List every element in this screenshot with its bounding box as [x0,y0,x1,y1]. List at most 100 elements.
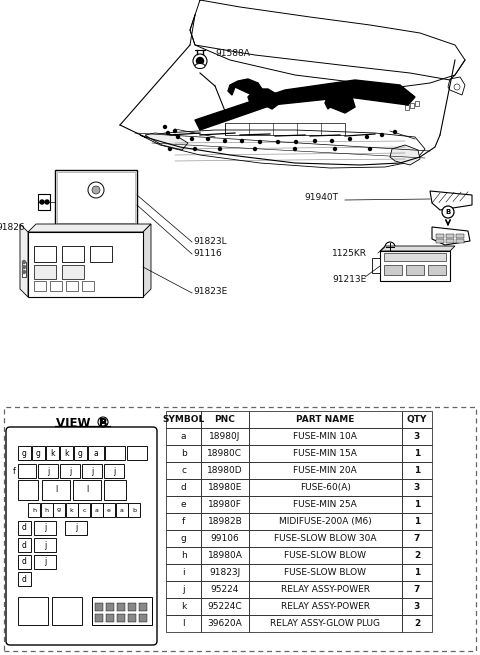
Bar [201,598,249,615]
Bar [201,513,249,530]
Bar [405,105,409,110]
Bar [65,503,77,517]
Bar [428,265,446,275]
Bar [249,428,402,445]
Bar [249,479,402,496]
Circle shape [177,136,180,138]
Text: k: k [50,449,55,457]
Text: 18980F: 18980F [208,500,242,509]
Text: RELAY ASSY-GLOW PLUG: RELAY ASSY-GLOW PLUG [270,619,380,628]
Text: 2: 2 [414,619,420,628]
Text: e: e [107,508,111,512]
Bar [18,538,31,552]
Bar [201,530,249,547]
Bar [103,503,115,517]
Circle shape [23,271,25,274]
Text: 39620A: 39620A [207,619,242,628]
Text: PNC: PNC [215,415,235,424]
Bar [78,503,90,517]
Bar [34,521,56,535]
Text: g: g [78,449,83,457]
Bar [166,445,201,462]
Bar [28,232,143,297]
Text: QTY: QTY [407,415,427,424]
Bar [384,253,446,261]
Text: PART NAME: PART NAME [296,415,354,424]
Bar [90,246,112,262]
Text: 95224: 95224 [211,585,239,594]
Text: 1: 1 [414,449,420,458]
Text: j: j [113,466,115,476]
Bar [106,614,114,622]
Polygon shape [248,89,280,109]
Text: f: f [182,517,185,526]
Bar [18,521,31,535]
Circle shape [293,147,297,151]
Text: 91213E: 91213E [333,274,367,284]
Text: 3: 3 [414,483,420,492]
Circle shape [348,138,351,141]
Text: k: k [70,508,73,512]
Bar [18,572,31,586]
Bar [166,615,201,632]
Bar [249,598,402,615]
Text: 1: 1 [414,500,420,509]
Bar [249,547,402,564]
Circle shape [365,136,369,138]
Bar [57,172,135,223]
Text: k: k [181,602,186,611]
Bar [225,123,345,135]
Bar [38,464,58,478]
Text: B: B [100,419,106,425]
Bar [117,603,125,611]
Bar [402,598,432,615]
Bar [104,464,124,478]
Text: 99106: 99106 [211,534,239,543]
Bar [249,445,402,462]
Text: j: j [69,466,71,476]
Text: 91116: 91116 [193,248,222,257]
Polygon shape [430,191,472,210]
Circle shape [334,147,336,151]
Bar [402,428,432,445]
Circle shape [193,147,196,151]
Text: j: j [44,557,46,567]
Text: j: j [47,466,49,476]
Text: l: l [55,485,57,495]
Circle shape [191,138,193,141]
Circle shape [240,140,243,143]
Text: g: g [22,449,27,457]
Circle shape [218,147,221,151]
Circle shape [253,147,256,151]
Bar [415,101,419,106]
Bar [18,480,38,500]
Bar [22,262,26,277]
Bar [66,281,78,291]
Bar [456,239,464,243]
Polygon shape [228,79,262,97]
Text: b: b [132,508,136,512]
Bar [139,614,147,622]
Text: B: B [445,209,451,215]
Bar [446,239,454,243]
Polygon shape [195,80,415,130]
Bar [166,530,201,547]
Bar [402,547,432,564]
Text: SYMBOL: SYMBOL [162,415,204,424]
Bar [128,503,140,517]
Text: FUSE-MIN 25A: FUSE-MIN 25A [293,500,357,509]
Bar [402,581,432,598]
Circle shape [88,182,104,198]
Bar [105,446,125,460]
Polygon shape [145,133,188,150]
Text: 18980C: 18980C [207,449,242,458]
Bar [32,446,45,460]
Text: h: h [180,551,186,560]
Text: f: f [12,466,15,476]
Text: c: c [82,508,86,512]
Bar [436,239,444,243]
Bar [402,530,432,547]
Bar [92,597,152,625]
Polygon shape [143,224,151,297]
Bar [18,464,36,478]
